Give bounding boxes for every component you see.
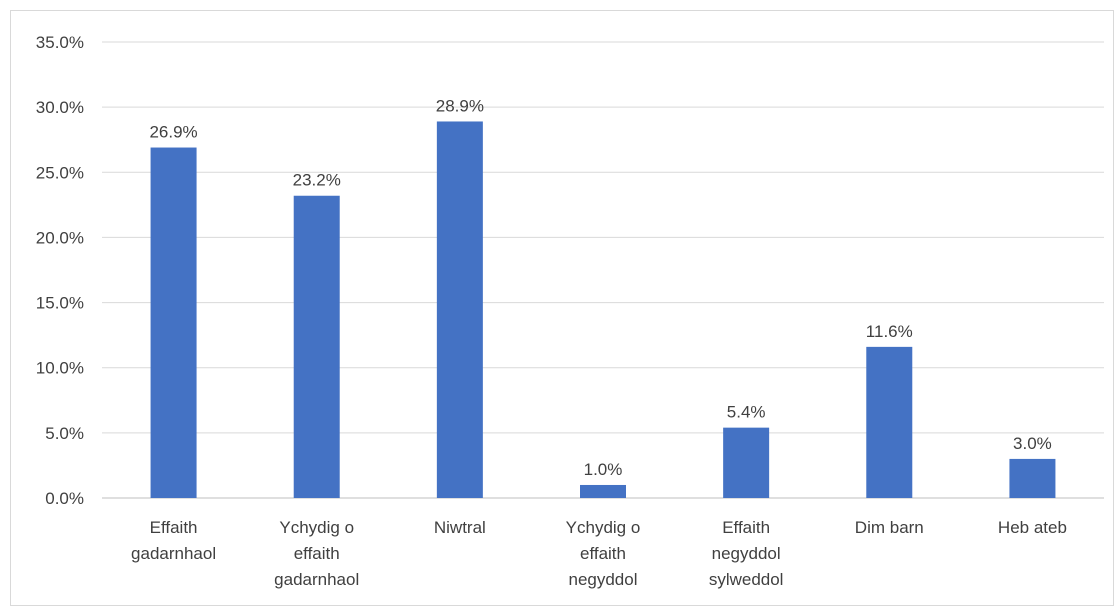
x-category-label-line: negyddol (568, 570, 637, 589)
y-tick-label: 30.0% (36, 98, 84, 117)
x-category-label-line: effaith (294, 544, 340, 563)
bar (723, 427, 770, 498)
x-category-label-line: Effaith (150, 518, 198, 537)
y-tick-label: 15.0% (36, 294, 84, 313)
bar (293, 195, 340, 499)
x-category-label-line: Ychydig o (279, 518, 354, 537)
x-category-label-line: Heb ateb (998, 518, 1067, 537)
y-tick-label: 5.0% (45, 424, 84, 443)
x-category-label-line: Ychydig o (566, 518, 641, 537)
x-category-label-line: negyddol (712, 544, 781, 563)
y-tick-label: 20.0% (36, 228, 84, 247)
x-category-label-line: gadarnhaol (274, 570, 359, 589)
bar (436, 121, 483, 498)
bar (580, 484, 626, 498)
data-label: 11.6% (866, 322, 913, 341)
x-category-label-line: Effaith (722, 518, 770, 537)
x-category-label: Effaith gadarnhaol (131, 518, 216, 563)
x-category-label-line: gadarnhaol (131, 544, 216, 563)
x-category-label-line: Dim barn (855, 518, 924, 537)
x-category-label: Niwtral (434, 518, 486, 537)
bar (1009, 458, 1056, 498)
x-category-label-line: sylweddol (709, 570, 784, 589)
data-label: 5.4% (727, 403, 766, 422)
x-category-label-line: effaith (580, 544, 626, 563)
x-category-label: Heb ateb (998, 518, 1067, 537)
x-category-label: Effaith negyddol sylweddol (709, 518, 784, 589)
bar (866, 346, 913, 498)
bar (150, 147, 197, 498)
data-label: 3.0% (1013, 434, 1052, 453)
y-tick-label: 0.0% (45, 489, 84, 508)
y-tick-label: 35.0% (36, 33, 84, 52)
x-category-label-line: Niwtral (434, 518, 486, 537)
x-category-label: Dim barn (855, 518, 924, 537)
data-label: 23.2% (293, 171, 341, 190)
data-label: 28.9% (436, 96, 484, 115)
data-label: 1.0% (584, 460, 623, 479)
x-category-label: Ychydig o effaith negyddol (566, 518, 641, 589)
y-tick-label: 25.0% (36, 163, 84, 182)
data-label: 26.9% (149, 123, 197, 142)
y-tick-label: 10.0% (36, 359, 84, 378)
x-category-label: Ychydig o effaith gadarnhaol (274, 518, 359, 589)
